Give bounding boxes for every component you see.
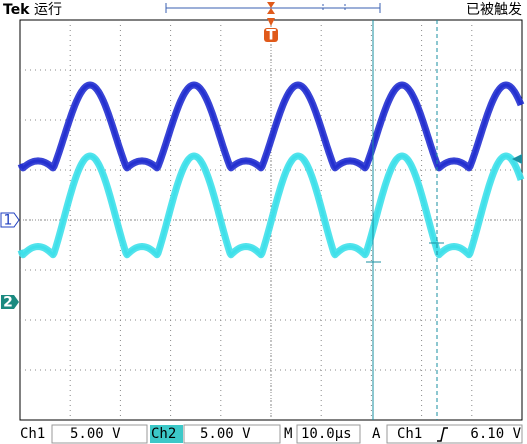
status-bar: Ch1 5.00 V Ch2 5.00 V M 10.0µs A Ch1 6.1… (20, 424, 523, 444)
trigger-source: Ch1 (397, 426, 422, 442)
trigger-marker: T (264, 18, 278, 44)
ch1-marker-label: 1 (4, 213, 13, 229)
ch1-marker: 1 (0, 212, 20, 229)
ch2-scale: 5.00 V (200, 426, 251, 442)
trigger-label: A (372, 426, 381, 442)
ch1-waveform-core (19, 83, 523, 171)
time-scale: 10.0µs (301, 426, 352, 442)
trigger-state: 已被触发 (466, 2, 522, 18)
rising-edge-icon (437, 427, 448, 442)
trigger-level: 6.10 V (470, 426, 521, 442)
ch2-waveform-core (19, 154, 523, 258)
ch2-marker: 2 (1, 295, 19, 311)
ch2-label: Ch2 (151, 426, 176, 442)
ch2-marker-label: 2 (3, 295, 13, 311)
ch1-scale: 5.00 V (70, 426, 121, 442)
trigger-marker-label: T (266, 28, 276, 44)
trigger-position-bar (165, 2, 381, 14)
time-label: M (284, 426, 292, 442)
ch1-label: Ch1 (20, 426, 45, 442)
run-status: 运行 (34, 2, 62, 18)
trigger-level-arrow (512, 154, 522, 164)
brand: Tek (3, 2, 30, 18)
waveforms (17, 81, 525, 259)
